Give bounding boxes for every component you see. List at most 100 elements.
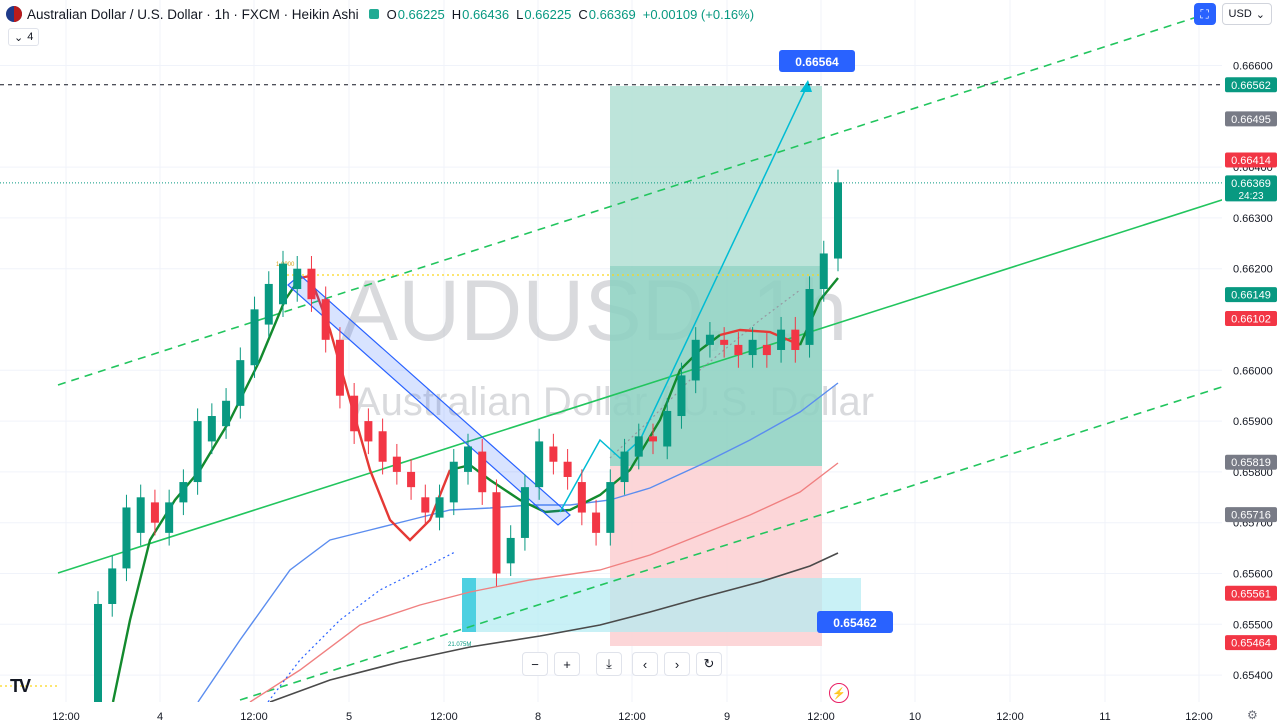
price-axis-bg xyxy=(1222,0,1280,721)
indicators-toggle[interactable]: ⌄ 4 xyxy=(8,28,40,46)
price-label: 0.65464 xyxy=(1231,638,1271,650)
candle xyxy=(150,502,159,523)
candle xyxy=(634,436,643,457)
minus-icon[interactable]: − xyxy=(522,652,548,676)
price-label: 0.66149 xyxy=(1231,290,1271,302)
price-tick: 0.65900 xyxy=(1233,416,1273,428)
candle xyxy=(720,339,729,345)
candle xyxy=(663,410,672,447)
candle xyxy=(193,421,202,483)
currency-label: USD xyxy=(1228,8,1252,20)
open-value: 0.66225 xyxy=(397,6,445,22)
lightning-icon[interactable]: ⚡ xyxy=(829,683,849,703)
candle xyxy=(122,507,131,569)
candle xyxy=(577,482,586,513)
plus-icon[interactable]: + xyxy=(554,652,580,676)
candle xyxy=(677,375,686,417)
price-label-bg xyxy=(1225,111,1277,127)
price-tick: 0.66600 xyxy=(1233,61,1273,73)
time-tick: 10 xyxy=(909,711,921,721)
time-tick: 12:00 xyxy=(430,711,458,721)
time-tick: 8 xyxy=(535,711,541,721)
price-tick: 0.65800 xyxy=(1233,467,1273,479)
position-entry-zone xyxy=(610,266,822,466)
ma-red xyxy=(249,462,839,703)
price-label-bg xyxy=(1225,287,1277,303)
refresh-icon[interactable]: ↻ xyxy=(696,652,722,676)
high-value: 0.66436 xyxy=(462,6,510,22)
candle xyxy=(734,344,743,356)
symbol-title[interactable]: Australian Dollar / U.S. Dollar · 1h · F… xyxy=(27,6,359,22)
countdown-label: 24:23 xyxy=(1238,191,1263,202)
price-label: 0.66562 xyxy=(1231,80,1271,92)
fullscreen-icon[interactable]: ⛶ xyxy=(1193,3,1216,25)
currency-selector[interactable]: USD ⌄ xyxy=(1221,3,1272,25)
tradingview-logo-icon[interactable]: TV xyxy=(10,676,31,696)
trend-dotted-line xyxy=(609,289,801,459)
candle xyxy=(392,456,401,472)
gear-icon[interactable]: ⚙ xyxy=(1247,708,1258,722)
candle xyxy=(748,339,757,356)
close-value: 0.66369 xyxy=(588,6,636,22)
price-label: 0.65819 xyxy=(1231,457,1271,469)
price-label-bg xyxy=(1225,175,1277,202)
candle xyxy=(307,268,316,300)
candle xyxy=(293,268,302,290)
candle xyxy=(250,309,259,366)
zoom-toolbar: − + ⤓ ‹ › ↻ xyxy=(522,652,722,676)
price-label-bg xyxy=(1225,310,1277,326)
candle xyxy=(563,461,572,477)
hull-ma-red-1 xyxy=(299,274,452,542)
change-value: +0.00109 (+0.16%) xyxy=(642,6,755,22)
candle xyxy=(535,441,544,488)
candle xyxy=(805,289,814,345)
reset-zoom-icon[interactable]: ⤓ xyxy=(596,652,622,676)
candle xyxy=(222,400,231,427)
candle xyxy=(421,497,430,513)
indicator-count: 4 xyxy=(27,31,34,43)
candle xyxy=(449,461,458,503)
price-label-bg xyxy=(1225,77,1277,93)
time-tick: 9 xyxy=(724,711,730,721)
candle xyxy=(691,339,700,381)
candle xyxy=(492,492,501,574)
fib-dotted-line xyxy=(267,551,456,703)
candle xyxy=(520,487,529,538)
candle xyxy=(321,299,330,340)
regression-line-upper xyxy=(57,15,1201,386)
chevron-left-icon[interactable]: ‹ xyxy=(632,652,658,676)
price-label: 0.65561 xyxy=(1231,588,1271,600)
candle xyxy=(791,329,800,350)
time-tick: 4 xyxy=(157,711,163,721)
time-tick: 12:00 xyxy=(618,711,646,721)
candle xyxy=(592,512,601,533)
chevron-right-icon[interactable]: › xyxy=(664,652,690,676)
high-label: H xyxy=(451,6,462,22)
price-tick: 0.65500 xyxy=(1233,619,1273,631)
projection-arrow xyxy=(639,83,809,441)
time-tick: 12:00 xyxy=(996,711,1024,721)
price-label-bg xyxy=(1225,454,1277,470)
price-label-bg xyxy=(1225,635,1277,651)
price-label-bg xyxy=(1225,507,1277,523)
price-tick: 0.66000 xyxy=(1233,365,1273,377)
candle xyxy=(819,253,828,290)
chart-header: Australian Dollar / U.S. Dollar · 1h · F… xyxy=(0,0,761,28)
price-label: 0.66102 xyxy=(1231,313,1271,325)
price-tick: 0.65400 xyxy=(1233,670,1273,682)
price-tick: 0.65600 xyxy=(1233,569,1273,581)
ma-blue xyxy=(197,382,839,703)
candle xyxy=(335,339,344,396)
price-label: 0.65716 xyxy=(1231,510,1271,522)
price-label: 0.66495 xyxy=(1231,114,1271,126)
volume-small-label: 21.075M xyxy=(448,642,471,648)
candle xyxy=(407,471,416,488)
time-tick: 12:00 xyxy=(807,711,835,721)
price-label: 0.66369 xyxy=(1231,178,1271,190)
candle xyxy=(207,416,216,442)
low-value: 0.66225 xyxy=(524,6,572,22)
candle xyxy=(179,482,188,503)
price-label-bg xyxy=(1225,585,1277,601)
candle xyxy=(378,431,387,462)
